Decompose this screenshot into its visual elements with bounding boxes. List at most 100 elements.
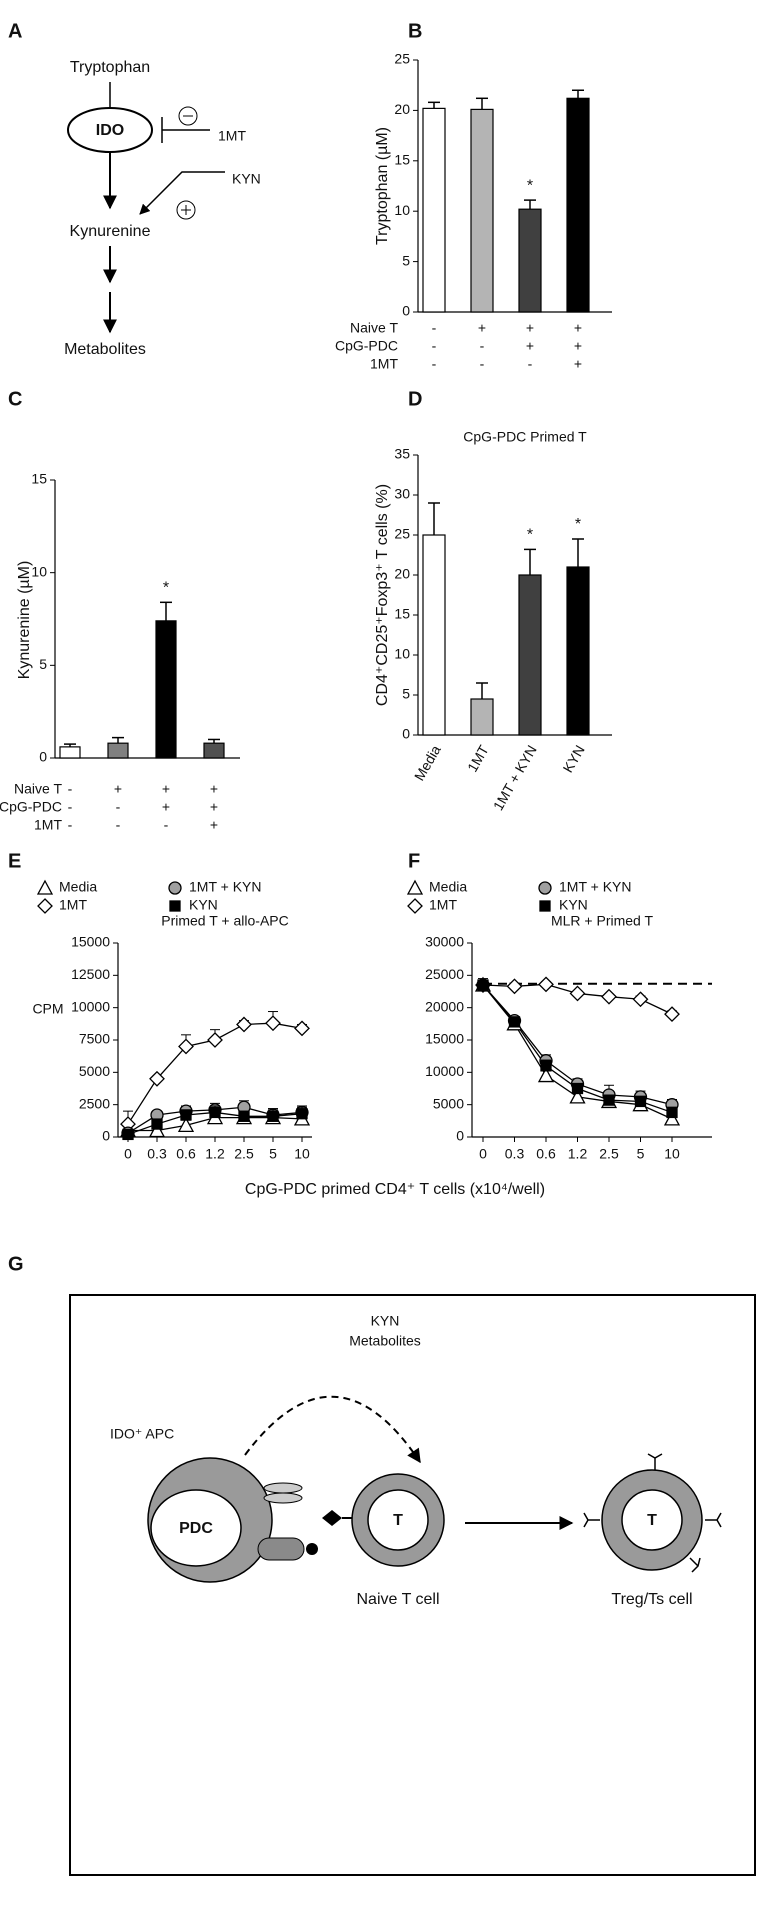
y-tick-label: 20 — [394, 566, 410, 582]
marker — [294, 1020, 310, 1037]
node-label: Kynurenine — [70, 223, 151, 240]
marker — [571, 1082, 584, 1095]
y-tick-label: 15 — [394, 606, 410, 622]
condition-sign: + — [574, 356, 582, 372]
y-tick-label: 25000 — [425, 966, 464, 982]
significance: * — [163, 580, 169, 597]
x-tick-label: 1.2 — [205, 1146, 225, 1162]
cell-label: IDO⁺ APC — [110, 1426, 174, 1442]
marker — [601, 988, 617, 1005]
marker — [664, 1006, 680, 1023]
x-tick-label: 0.6 — [176, 1146, 196, 1162]
marker — [169, 900, 181, 912]
bar — [566, 97, 590, 313]
x-tick-label: 1MT + KYN — [490, 742, 540, 813]
panel-label: F — [408, 850, 420, 872]
marker — [238, 1110, 250, 1122]
marker — [178, 1038, 194, 1055]
marker — [666, 1106, 678, 1119]
x-tick-label: 0.6 — [536, 1146, 556, 1162]
legend-label: KYN — [189, 897, 218, 913]
legend-label: KYN — [559, 897, 588, 913]
condition-label: 1MT — [34, 817, 62, 833]
marker — [603, 1094, 615, 1106]
y-tick-label: 15000 — [71, 934, 110, 950]
marker — [537, 1067, 555, 1083]
y-tick-label: 0 — [402, 303, 410, 319]
mechanism-diagram: KYN Metabolites IDO⁺ APC PDC T Naive T c… — [69, 1294, 756, 1876]
marker — [149, 1070, 165, 1087]
bar — [422, 534, 446, 736]
marker — [177, 1116, 195, 1133]
y-axis-label: Tryptophan (µM) — [374, 127, 391, 245]
y-tick-label: 15 — [31, 471, 47, 487]
cell-label: PDC — [179, 1520, 213, 1537]
legend-label: 1MT + KYN — [559, 879, 632, 895]
marker — [36, 879, 54, 895]
x-tick-label: 0 — [124, 1146, 132, 1162]
panel-label: B — [408, 20, 422, 42]
condition-label: Naive T — [350, 320, 398, 336]
legend-label: 1MT — [429, 897, 457, 913]
significance: * — [575, 516, 581, 533]
marker — [632, 991, 649, 1008]
condition-sign: + — [162, 781, 170, 797]
plus-sign — [176, 200, 196, 220]
marker — [151, 1118, 163, 1130]
legend-label: 1MT — [59, 897, 87, 913]
y-tick-label: 5 — [402, 252, 410, 268]
marker — [207, 1032, 223, 1048]
bar — [203, 742, 225, 759]
condition-label: CpG-PDC — [0, 799, 62, 815]
panel-label: A — [8, 20, 22, 42]
marker — [406, 879, 424, 895]
y-axis-label: Kynurenine (µM) — [16, 561, 33, 680]
condition-sign: + — [574, 338, 582, 354]
minus-sign — [178, 106, 198, 126]
y-tick-label: 5000 — [79, 1063, 110, 1079]
condition-sign: - — [68, 799, 73, 815]
y-tick-label: 35 — [394, 446, 410, 462]
signal-diamond — [322, 1510, 342, 1526]
y-tick-label: 0 — [39, 749, 47, 765]
x-tick-label: 2.5 — [234, 1146, 254, 1162]
marker — [37, 898, 53, 914]
bar — [422, 107, 446, 313]
bar — [566, 566, 590, 736]
significance: * — [527, 177, 533, 194]
y-tick-label: 10 — [394, 646, 410, 662]
y-tick-label: 0 — [456, 1128, 464, 1144]
x-tick-label: KYN — [560, 742, 588, 775]
condition-sign: + — [526, 320, 534, 336]
marker — [168, 881, 182, 895]
condition-label: CpG-PDC — [335, 338, 398, 354]
y-tick-label: 7500 — [79, 1031, 110, 1047]
ligand-tip — [306, 1543, 318, 1555]
marker — [236, 1016, 252, 1033]
condition-sign: + — [210, 817, 218, 833]
x-tick-label: 1MT — [464, 742, 492, 775]
legend-label: 1MT + KYN — [189, 879, 262, 895]
x-tick-label: 2.5 — [599, 1146, 619, 1162]
node-label: KYN — [232, 171, 261, 187]
marker — [506, 978, 523, 995]
legend-label: Media — [59, 879, 97, 895]
y-tick-label: 30 — [394, 486, 410, 502]
y-tick-label: 5000 — [433, 1095, 464, 1111]
marker — [538, 976, 554, 993]
apc-nucleus — [150, 1489, 242, 1567]
panel-label: G — [8, 1253, 24, 1275]
y-tick-label: 0 — [402, 726, 410, 742]
y-tick-label: 0 — [102, 1128, 110, 1144]
marker — [267, 1110, 279, 1122]
y-axis-label: CPM — [32, 1001, 63, 1017]
panel-label: D — [408, 388, 422, 410]
cell-label: T — [393, 1512, 403, 1529]
x-tick-label: Media — [411, 742, 444, 783]
y-tick-label: 25 — [394, 526, 410, 542]
y-tick-label: 5 — [39, 656, 47, 672]
condition-sign: + — [574, 320, 582, 336]
x-tick-label: 0.3 — [505, 1146, 525, 1162]
y-tick-label: 10 — [394, 202, 410, 218]
